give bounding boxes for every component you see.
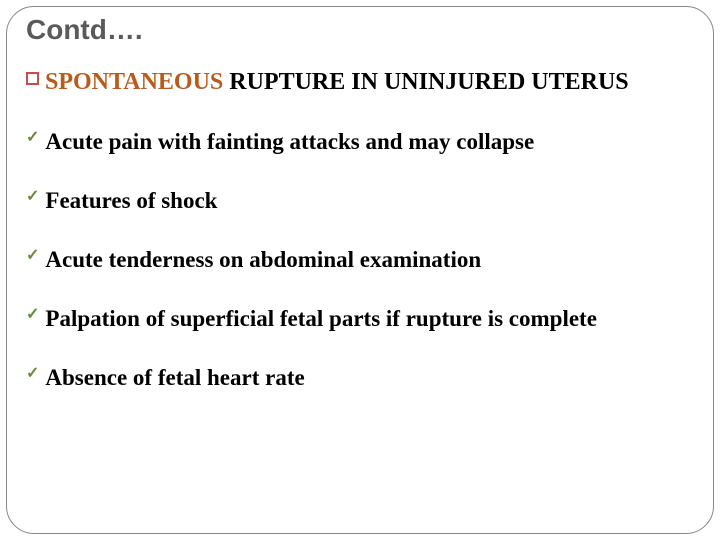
list-item: ✓ Palpation of superficial fetal parts i… bbox=[22, 299, 698, 338]
list-item: ✓ Features of shock bbox=[22, 181, 698, 220]
check-icon: ✓ bbox=[26, 186, 39, 206]
bullet-text: Palpation of superficial fetal parts if … bbox=[45, 299, 597, 338]
square-bullet-icon bbox=[26, 72, 39, 85]
list-item: ✓ Acute tenderness on abdominal examinat… bbox=[22, 240, 698, 279]
check-icon: ✓ bbox=[26, 127, 39, 147]
slide-content: Contd…. SPONTANEOUS RUPTURE IN UNINJURED… bbox=[0, 0, 720, 540]
bullet-text: Acute pain with fainting attacks and may… bbox=[45, 122, 534, 161]
section-highlight: SPONTANEOUS bbox=[45, 69, 223, 95]
section-text: SPONTANEOUS RUPTURE IN UNINJURED UTERUS bbox=[45, 64, 629, 100]
bullet-text: Features of shock bbox=[45, 181, 217, 220]
section-rest: RUPTURE IN UNINJURED UTERUS bbox=[223, 69, 628, 95]
list-item: ✓ Acute pain with fainting attacks and m… bbox=[22, 122, 698, 161]
check-icon: ✓ bbox=[26, 304, 39, 324]
section-heading: SPONTANEOUS RUPTURE IN UNINJURED UTERUS bbox=[22, 64, 698, 100]
bullet-text: Absence of fetal heart rate bbox=[45, 358, 304, 397]
bullet-text: Acute tenderness on abdominal examinatio… bbox=[45, 240, 481, 279]
check-icon: ✓ bbox=[26, 363, 39, 383]
check-icon: ✓ bbox=[26, 245, 39, 265]
slide-title: Contd…. bbox=[22, 14, 698, 46]
list-item: ✓ Absence of fetal heart rate bbox=[22, 358, 698, 397]
